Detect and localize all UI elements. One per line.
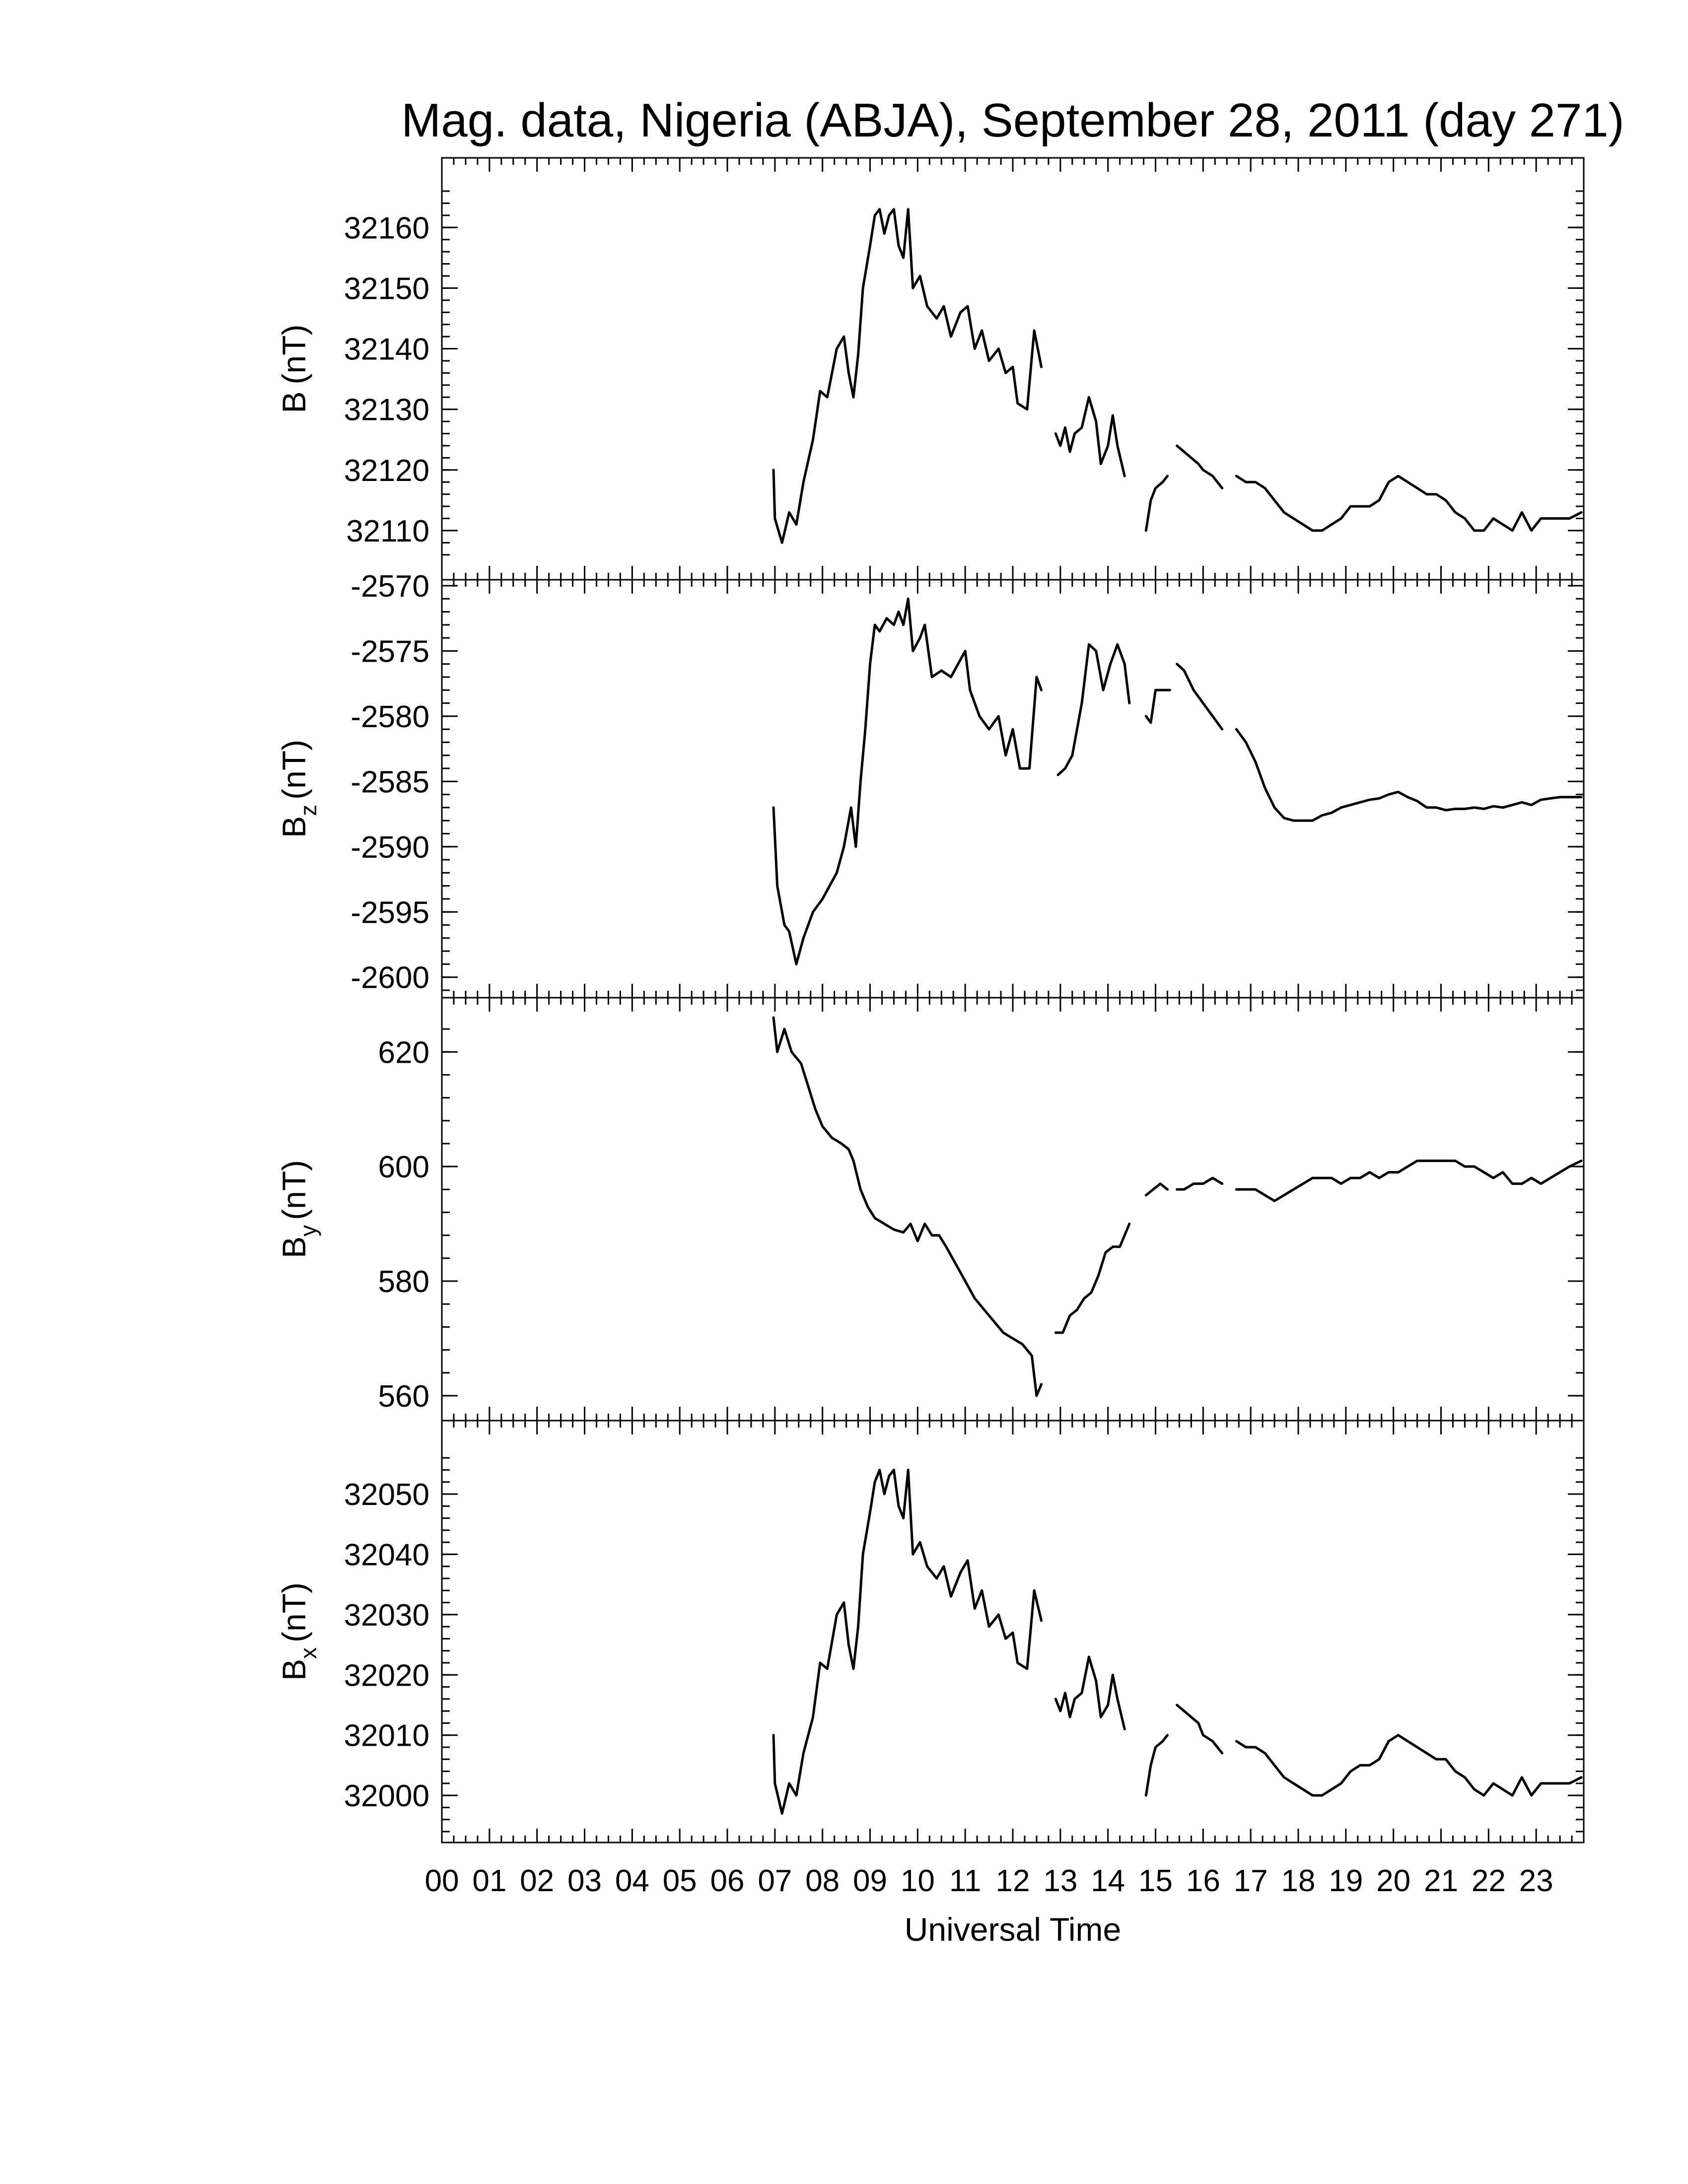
y-axis-label-unit: (nT) [276, 740, 312, 800]
y-tick-label: -2580 [351, 700, 429, 734]
x-tick-label: 08 [805, 1864, 840, 1898]
series-line-segment [1235, 475, 1583, 532]
y-tick-label: 32130 [344, 393, 429, 427]
y-tick-label: 32000 [344, 1779, 429, 1813]
y-tick-label: -2590 [351, 830, 429, 865]
y-tick-label: 560 [378, 1379, 429, 1414]
series-line-segment [772, 597, 1043, 965]
y-tick-label: -2595 [351, 895, 429, 930]
panel-1: -2600 -2595 -2590 -2585 -2580 -2575 -2570 Bz (nT… [276, 569, 1585, 999]
y-axis-label-subscript: y [295, 1225, 321, 1236]
series-line-segment [1144, 475, 1169, 532]
x-tick-label: 06 [710, 1864, 745, 1898]
y-tick-label: -2575 [351, 634, 429, 669]
x-tick-label: 18 [1281, 1864, 1316, 1898]
x-tick-label: 15 [1138, 1864, 1173, 1898]
y-tick-label: 32140 [344, 333, 429, 367]
x-axis: 00 01 02 03 04 05 06 07 08 09 10 11 12 13 14 15 16 17 18 19… [425, 1864, 1553, 1898]
y-tick-label: 600 [378, 1150, 429, 1184]
series-line-segment [1176, 663, 1224, 731]
y-tick-label: -2585 [351, 765, 429, 799]
y-tick-label: 580 [378, 1265, 429, 1299]
series-line-segment [1054, 1655, 1126, 1731]
y-tick-label: -2600 [351, 961, 429, 995]
y-axis-label-unit: (nT) [276, 324, 312, 384]
y-tick-label: 32150 [344, 272, 429, 306]
y-tick-label: 32160 [344, 211, 429, 245]
y-tick-label: 32030 [344, 1598, 429, 1633]
x-tick-label: 22 [1472, 1864, 1506, 1898]
x-tick-label: 20 [1376, 1864, 1410, 1898]
y-tick-label: 32040 [344, 1538, 429, 1572]
series-line-segment [772, 1016, 1043, 1397]
series-line-segment [1054, 1223, 1131, 1334]
x-tick-label: 04 [615, 1864, 649, 1898]
y-axis-label: Bz (nT) [276, 740, 321, 838]
x-tick-label: 02 [520, 1864, 554, 1898]
x-tick-label: 13 [1043, 1864, 1077, 1898]
x-tick-label: 23 [1519, 1864, 1553, 1898]
x-tick-label: 16 [1186, 1864, 1220, 1898]
x-tick-label: 00 [425, 1864, 459, 1898]
y-tick-label: 32120 [344, 454, 429, 488]
x-tick-label: 14 [1091, 1864, 1125, 1898]
y-tick-label: 32110 [346, 514, 429, 548]
y-axis-label-main: B [276, 1236, 312, 1258]
series-line-segment [1176, 1176, 1224, 1191]
y-axis-label-unit: (nT) [276, 1160, 312, 1220]
y-axis-label-subscript: x [295, 1647, 321, 1659]
y-axis-label-main: B [276, 816, 312, 838]
x-tick-label: 17 [1234, 1864, 1268, 1898]
x-tick-label: 11 [949, 1864, 981, 1898]
y-tick-label: -2570 [351, 569, 429, 604]
series-line-segment [1144, 1734, 1169, 1797]
chart-title: Mag. data, Nigeria (ABJA), September 28,… [401, 94, 1624, 147]
series-line-segment [1054, 396, 1126, 478]
panel-2: 560 580 600 620 By (nT) [276, 997, 1585, 1422]
x-tick-label: 03 [567, 1864, 602, 1898]
y-axis-label: Bx (nT) [276, 1582, 321, 1681]
series-line-segment [772, 208, 1043, 544]
series-line-segment [1176, 1704, 1224, 1755]
x-tick-label: 05 [663, 1864, 697, 1898]
x-tick-label: 07 [758, 1864, 792, 1898]
panel-0: 32110 32120 32130 32140 32150 32160 B (nT) [276, 157, 1585, 581]
series-line-segment [1235, 728, 1583, 822]
panel-frame [441, 997, 1585, 1422]
x-tick-label: 09 [853, 1864, 887, 1898]
x-tick-label: 12 [996, 1864, 1030, 1898]
series-line-segment [1235, 1734, 1583, 1797]
y-axis-label-main: B [276, 391, 312, 413]
series-line-segment [1144, 1182, 1169, 1197]
chart-panels: 321103212032130321403215032160B(nT)-2600… [276, 157, 1585, 1843]
x-tick-label: 10 [901, 1864, 935, 1898]
x-tick-label: 01 [472, 1864, 506, 1898]
x-tick-label: 21 [1424, 1864, 1458, 1898]
y-axis-label-unit: (nT) [276, 1582, 312, 1642]
y-tick-label: 620 [378, 1035, 429, 1070]
y-tick-label: 32010 [344, 1719, 429, 1753]
x-tick-label: 19 [1329, 1864, 1363, 1898]
series-line-segment [772, 1468, 1043, 1815]
x-axis-label: Universal Time [905, 1911, 1121, 1948]
y-axis-label: By (nT) [276, 1160, 321, 1258]
panel-frame [441, 579, 1585, 999]
series-line-segment [1144, 688, 1171, 724]
y-axis-label-main: B [276, 1659, 312, 1681]
y-axis-label-subscript: z [295, 805, 321, 816]
y-tick-label: 32020 [344, 1658, 429, 1693]
series-line-segment [1056, 643, 1131, 776]
panel-3: 32000 32010 32020 32030 32040 32050 Bx (nT) [276, 1420, 1585, 1843]
y-tick-label: 32050 [344, 1478, 429, 1512]
series-line-segment [1235, 1160, 1583, 1202]
series-line-segment [1176, 444, 1224, 489]
y-axis-label: B (nT) [276, 324, 312, 413]
